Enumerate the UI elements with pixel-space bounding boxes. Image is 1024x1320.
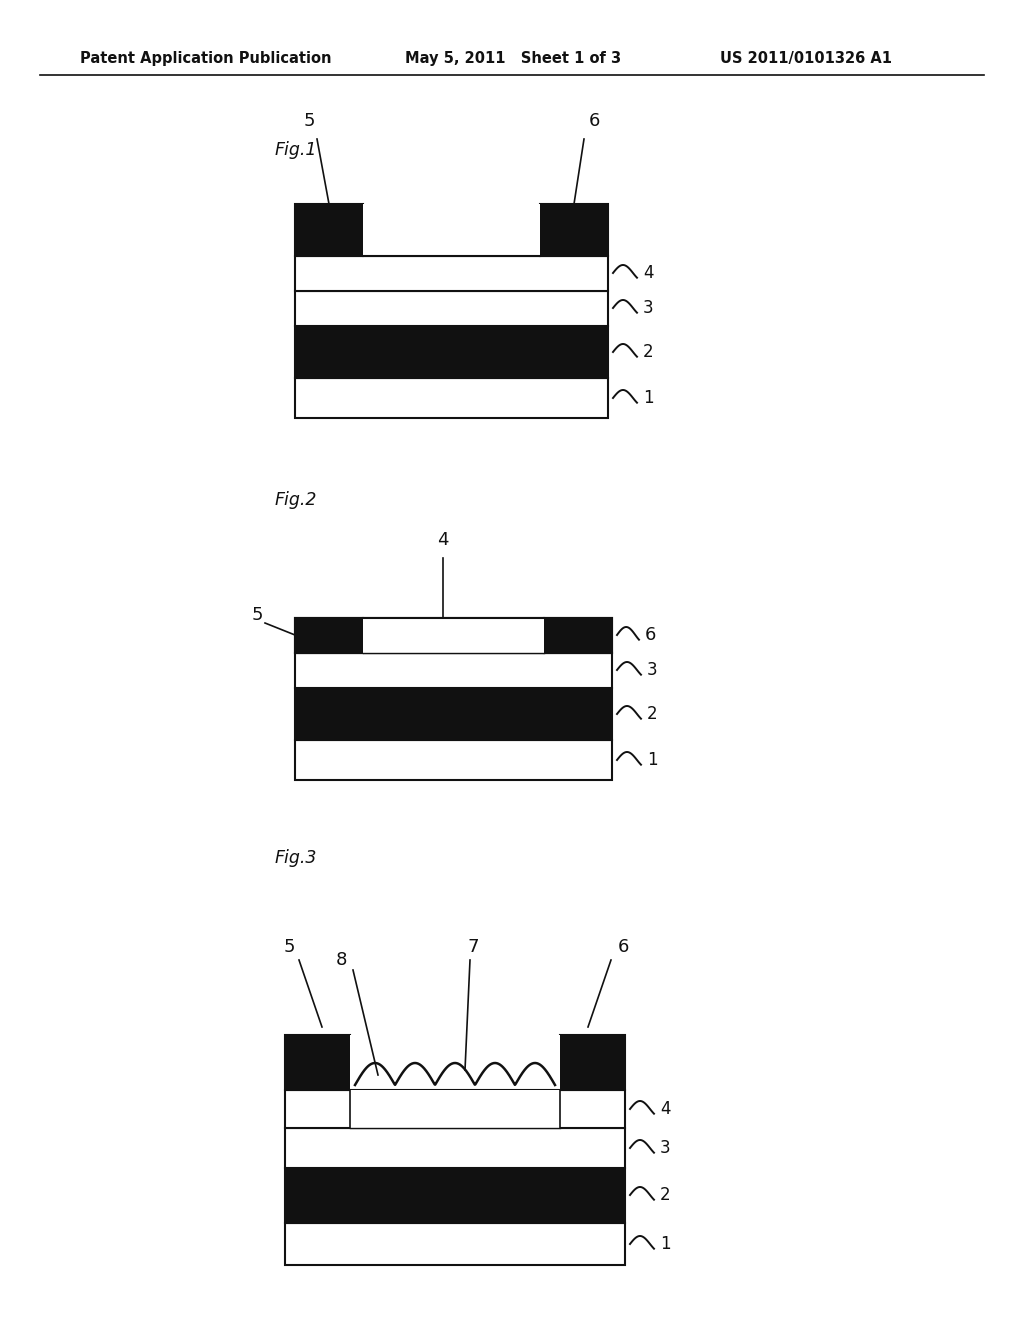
Text: 2: 2 <box>660 1185 671 1204</box>
Bar <box>350 1090 560 1129</box>
Bar <box>362 205 540 256</box>
Bar <box>295 653 612 688</box>
Text: 7: 7 <box>467 939 479 956</box>
Text: 6: 6 <box>617 939 629 956</box>
Text: 5: 5 <box>251 606 263 624</box>
Text: 5: 5 <box>284 939 295 956</box>
Bar <box>285 1168 625 1224</box>
Text: 6: 6 <box>589 112 600 129</box>
Bar <box>285 1129 625 1168</box>
Bar <box>285 1224 625 1265</box>
Text: 1: 1 <box>660 1236 671 1253</box>
Text: Patent Application Publication: Patent Application Publication <box>80 50 332 66</box>
Text: 4: 4 <box>660 1100 671 1118</box>
Bar <box>295 618 612 653</box>
Text: 1: 1 <box>647 751 657 770</box>
Text: Fig.2: Fig.2 <box>275 491 317 510</box>
Bar <box>350 1035 560 1090</box>
Text: US 2011/0101326 A1: US 2011/0101326 A1 <box>720 50 892 66</box>
Bar <box>560 1035 625 1090</box>
Text: 3: 3 <box>647 661 657 678</box>
Bar <box>295 205 362 256</box>
Bar <box>295 618 362 653</box>
Text: 3: 3 <box>643 300 653 317</box>
Bar <box>540 205 608 256</box>
Text: 4: 4 <box>643 264 653 282</box>
Bar <box>295 378 608 418</box>
Text: May 5, 2011   Sheet 1 of 3: May 5, 2011 Sheet 1 of 3 <box>406 50 622 66</box>
Text: 6: 6 <box>645 626 656 644</box>
Bar <box>544 618 612 653</box>
Bar <box>295 256 608 290</box>
Bar <box>295 326 608 378</box>
Bar <box>285 1035 350 1090</box>
Text: 2: 2 <box>647 705 657 723</box>
Text: 2: 2 <box>643 343 653 360</box>
Bar <box>295 741 612 780</box>
Text: 8: 8 <box>335 950 347 969</box>
Text: Fig.3: Fig.3 <box>275 849 317 867</box>
Text: Fig.1: Fig.1 <box>275 141 317 158</box>
Bar <box>295 290 608 326</box>
Text: 4: 4 <box>437 531 449 549</box>
Bar <box>362 618 544 653</box>
Text: 1: 1 <box>643 389 653 407</box>
Text: 3: 3 <box>660 1139 671 1158</box>
Text: 5: 5 <box>303 112 314 129</box>
Bar <box>295 688 612 741</box>
Bar <box>285 1090 625 1129</box>
